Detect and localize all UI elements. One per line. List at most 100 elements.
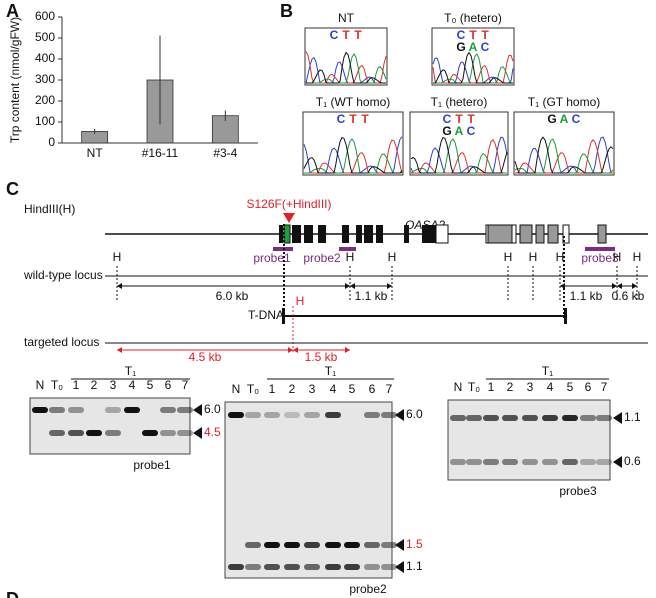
size-arrow: [395, 539, 404, 551]
blot-band: [284, 564, 300, 570]
y-tick-label: 300: [35, 72, 55, 86]
lane-label: 6: [585, 380, 592, 394]
base-call: A: [455, 124, 464, 138]
base-call: T: [467, 112, 475, 126]
lane-label: 2: [507, 380, 514, 394]
blot-band: [381, 564, 397, 570]
blot-band: [228, 564, 244, 570]
chromatogram-title: NT: [338, 11, 355, 25]
blot-band: [49, 430, 65, 436]
blot-band: [364, 564, 380, 570]
panel-label: B: [280, 1, 293, 21]
chromatogram-frame: [431, 27, 515, 86]
blot-band: [68, 407, 84, 413]
fragment-label: 4.5 kb: [189, 350, 222, 364]
fragment-label: 1.5 kb: [305, 350, 338, 364]
exon: [342, 225, 349, 243]
blot-band: [325, 564, 341, 570]
blot-band: [124, 407, 140, 413]
base-call: G: [456, 40, 465, 54]
fragment-label: 1.1 kb: [355, 289, 388, 303]
exon: [519, 224, 533, 244]
blot-band: [381, 412, 397, 418]
blot-band: [596, 459, 612, 465]
site-label: H: [296, 294, 305, 308]
base-call: G: [442, 124, 451, 138]
probe-label: probe3: [559, 484, 597, 498]
lane-label: 1: [73, 378, 80, 392]
chromatogram-trace: [515, 136, 613, 174]
blot-band: [32, 407, 48, 413]
fragment-arrow: [387, 283, 392, 289]
chromatogram-trace: [305, 56, 386, 84]
chromatogram-trace: [515, 138, 613, 174]
site-label: H: [613, 250, 622, 264]
blot-band: [304, 412, 320, 418]
exon: [422, 225, 436, 243]
y-tick-label: 400: [35, 51, 55, 65]
lane-label: T₀: [247, 382, 259, 396]
site-label: H: [346, 250, 355, 264]
blot-band: [344, 564, 360, 570]
blot-band: [177, 407, 193, 413]
exon: [562, 224, 570, 244]
blot-band: [284, 412, 300, 418]
base-call: T: [354, 28, 362, 42]
chromatogram-trace: [514, 136, 614, 174]
chromatogram-trace: [433, 51, 513, 84]
size-arrow: [395, 409, 404, 421]
blot-band: [142, 430, 158, 436]
base-call: T: [361, 112, 369, 126]
exon: [356, 225, 362, 243]
fragment-arrow: [345, 283, 350, 289]
base-call: T: [342, 28, 350, 42]
lane-label: 2: [289, 382, 296, 396]
base-call: A: [469, 40, 478, 54]
blot-band: [264, 542, 280, 548]
lane-label: 3: [309, 382, 316, 396]
probe-bar: [339, 247, 356, 251]
probe-bar: [585, 247, 615, 251]
probe-label: probe3: [581, 251, 619, 265]
blot-band: [228, 412, 244, 418]
base-call: C: [481, 40, 490, 54]
lane-label: 1: [488, 380, 495, 394]
fragment-arrow: [345, 347, 350, 353]
exon: [376, 225, 383, 243]
size-label: 6.0: [204, 402, 221, 416]
chromatogram-title: T₀ (hetero): [444, 11, 502, 25]
mutation-arrow: [283, 213, 295, 223]
blot-band: [381, 542, 397, 548]
exon: [404, 225, 409, 243]
fragment-arrow: [560, 283, 565, 289]
size-label: 4.5: [204, 425, 221, 439]
blot-band: [68, 430, 84, 436]
blot-band: [580, 459, 596, 465]
fragment-label: 1.1 kb: [570, 289, 603, 303]
blot-band: [502, 459, 518, 465]
tdna-end: [564, 308, 567, 324]
lane-label: 7: [386, 382, 393, 396]
size-label: 0.6: [624, 454, 641, 468]
x-tick-label: #16-11: [142, 146, 179, 160]
exon: [318, 225, 326, 243]
exon: [597, 224, 607, 244]
base-call: C: [572, 112, 581, 126]
lane-group-label: T₁: [125, 364, 136, 378]
site-label: H: [529, 250, 538, 264]
mutation-label: S126F(+HindIII): [246, 197, 331, 211]
exon: [487, 224, 513, 244]
size-arrow: [395, 561, 404, 573]
lane-label: 2: [91, 378, 98, 392]
panel-label: D: [6, 589, 19, 598]
blot-band: [284, 542, 300, 548]
fragment-arrow: [288, 347, 293, 353]
tdna-label: T-DNA: [248, 308, 284, 322]
blot-band: [325, 542, 341, 548]
chromatogram-title: T₁ (GT homo): [528, 95, 601, 109]
base-call: C: [467, 124, 476, 138]
y-tick-label: 200: [35, 93, 55, 107]
chromatogram-frame: [513, 111, 615, 176]
blot-band: [502, 415, 518, 421]
